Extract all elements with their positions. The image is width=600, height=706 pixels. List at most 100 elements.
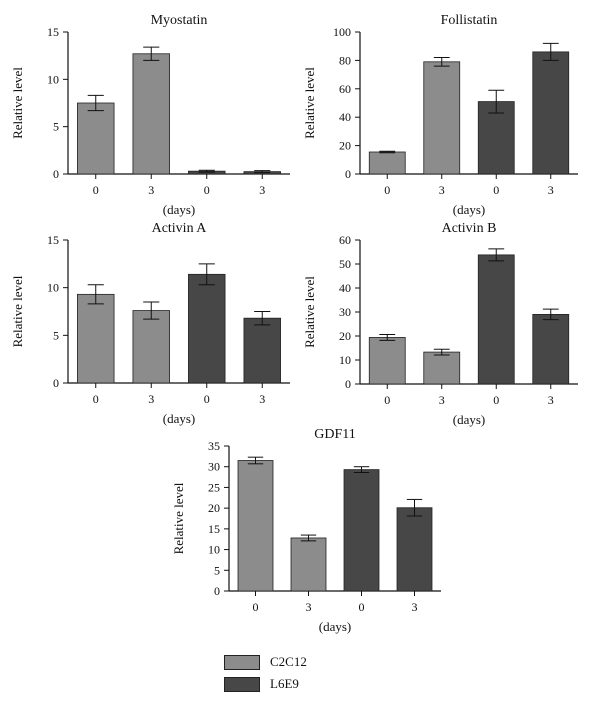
y-axis-label: Relative level — [10, 67, 25, 139]
y-tick-label: 10 — [339, 353, 351, 367]
x-tick-label: 3 — [548, 183, 554, 197]
y-tick-label: 50 — [339, 257, 351, 271]
chart-title: Follistatin — [441, 13, 498, 28]
y-tick-label: 30 — [208, 460, 220, 474]
chart-title: GDF11 — [314, 427, 356, 442]
error-bar — [87, 284, 104, 305]
y-tick-label: 100 — [333, 25, 351, 39]
error-bar — [433, 348, 450, 356]
bar — [188, 273, 226, 384]
y-tick-label: 10 — [208, 543, 220, 557]
y-axis-label: Relative level — [171, 482, 186, 554]
x-tick-label: 3 — [259, 183, 265, 197]
y-tick-label: 10 — [47, 72, 59, 86]
x-tick-label: 0 — [384, 393, 390, 407]
y-tick-label: 20 — [339, 329, 351, 343]
bar — [77, 293, 115, 384]
y-axis-label: Relative level — [302, 67, 317, 139]
chart-panel-0: 0 5 10 15 0 3 0 3 Myostatin (days) Relative level — [10, 13, 290, 217]
bar — [423, 351, 461, 385]
error-bar — [300, 534, 317, 542]
bar — [532, 51, 570, 175]
y-tick-label: 60 — [339, 82, 351, 96]
bar — [477, 254, 515, 385]
error-bar — [488, 248, 505, 262]
error-bar — [254, 311, 271, 326]
x-tick-label: 0 — [493, 393, 499, 407]
y-axis-label: Relative level — [302, 276, 317, 348]
x-axis-label: (days) — [163, 411, 196, 426]
y-tick-label: 40 — [339, 281, 351, 295]
bar — [396, 507, 433, 592]
legend: C2C12 L6E9 — [224, 652, 307, 696]
x-tick-label: 0 — [93, 183, 99, 197]
y-tick-label: 0 — [345, 167, 351, 181]
y-tick-label: 20 — [208, 501, 220, 515]
x-tick-label: 3 — [439, 393, 445, 407]
error-bar — [379, 334, 396, 341]
bar — [532, 313, 570, 385]
y-tick-label: 0 — [345, 377, 351, 391]
y-tick-label: 5 — [53, 328, 59, 342]
bar — [132, 53, 170, 175]
y-tick-label: 10 — [47, 281, 59, 295]
y-tick-label: 0 — [53, 167, 59, 181]
error-bar — [254, 170, 271, 174]
chart-title: Myostatin — [151, 13, 208, 28]
bar — [132, 310, 170, 384]
error-bar — [87, 94, 104, 112]
y-tick-label: 40 — [339, 110, 351, 124]
y-tick-label: 60 — [339, 233, 351, 247]
x-tick-label: 3 — [548, 393, 554, 407]
chart-panel-1: 0 20 40 60 80 100 0 3 0 3 Follistatin (days) Relativ… — [302, 13, 578, 217]
error-bar — [143, 301, 160, 320]
legend-label-l6e9: L6E9 — [270, 676, 299, 691]
error-bar — [353, 466, 370, 474]
y-tick-label: 0 — [214, 584, 220, 598]
x-axis-label: (days) — [319, 619, 352, 634]
x-tick-label: 0 — [93, 392, 99, 406]
error-bar — [247, 456, 264, 465]
x-axis-label: (days) — [453, 202, 486, 217]
bar — [368, 337, 406, 385]
y-tick-label: 5 — [53, 120, 59, 134]
x-tick-label: 0 — [384, 183, 390, 197]
y-tick-label: 15 — [47, 233, 59, 247]
chart-panel-2: 0 5 10 15 0 3 0 3 Activin A (days) Relative level — [10, 221, 290, 426]
error-bar — [433, 57, 450, 67]
x-tick-label: 0 — [204, 392, 210, 406]
y-tick-label: 5 — [214, 563, 220, 577]
legend-item-c2c12: C2C12 — [224, 652, 307, 672]
x-tick-label: 0 — [493, 183, 499, 197]
bar — [423, 61, 461, 175]
x-tick-label: 0 — [253, 600, 259, 614]
error-bar — [542, 42, 559, 61]
legend-item-l6e9: L6E9 — [224, 674, 307, 694]
x-tick-label: 3 — [439, 183, 445, 197]
bar — [77, 102, 115, 175]
x-tick-label: 3 — [306, 600, 312, 614]
x-tick-label: 3 — [148, 183, 154, 197]
bar — [368, 151, 406, 175]
x-tick-label: 3 — [148, 392, 154, 406]
error-bar — [198, 169, 215, 173]
x-tick-label: 3 — [412, 600, 418, 614]
bar — [243, 317, 281, 384]
y-tick-label: 30 — [339, 305, 351, 319]
y-tick-label: 0 — [53, 376, 59, 390]
x-tick-label: 3 — [259, 392, 265, 406]
error-bar — [198, 263, 215, 286]
y-tick-label: 35 — [208, 439, 220, 453]
error-bar — [406, 498, 423, 517]
bar — [343, 469, 380, 592]
chart-title: Activin B — [442, 221, 497, 236]
bar — [237, 460, 274, 592]
x-tick-label: 0 — [204, 183, 210, 197]
error-bar — [143, 46, 160, 61]
y-tick-label: 80 — [339, 53, 351, 67]
bar — [290, 537, 327, 592]
x-axis-label: (days) — [163, 202, 196, 217]
x-axis-label: (days) — [453, 412, 486, 427]
